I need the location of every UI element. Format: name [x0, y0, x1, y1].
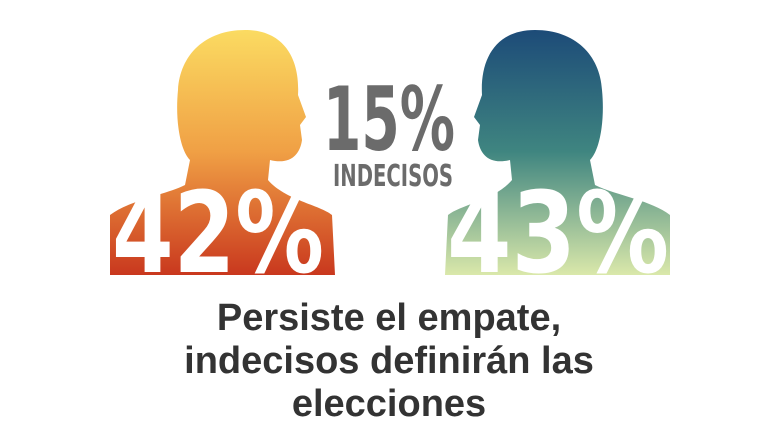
headline-line: elecciones	[292, 383, 486, 425]
headline-line: indecisos definirán las	[184, 340, 594, 382]
undecided-label: INDECISOS	[333, 159, 453, 194]
undecided-percent: 15%	[323, 68, 455, 171]
left-percent: 42%	[112, 169, 324, 299]
right-percent: 43%	[447, 169, 669, 299]
headline-line: Persiste el empate,	[217, 297, 561, 339]
